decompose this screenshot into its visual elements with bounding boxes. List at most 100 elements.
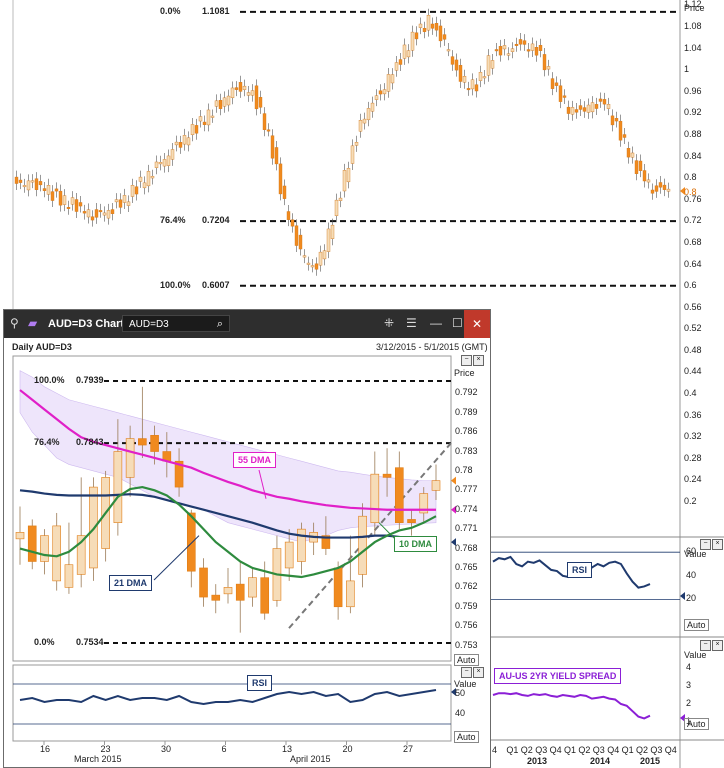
fg-y-tick-label: 0.774 xyxy=(455,503,478,514)
spread-remove-button[interactable]: × xyxy=(712,640,723,651)
rsi-auto-label[interactable]: Auto xyxy=(454,731,479,743)
rsi-plot-area xyxy=(12,664,452,742)
bg-candle-body xyxy=(438,25,443,42)
bg-candle-body xyxy=(554,82,559,86)
bg-candle-body xyxy=(210,115,215,118)
price-auto-label[interactable]: Auto xyxy=(454,654,479,666)
bg-x-tick-label: Q4 xyxy=(549,745,562,755)
bg-candle-body xyxy=(666,188,671,192)
bg-candle-body xyxy=(466,88,471,91)
spread-close-button[interactable]: − xyxy=(700,640,711,651)
menu-icon[interactable]: ☰ xyxy=(406,316,417,330)
bg-candle-body xyxy=(254,85,259,110)
bg-candle-body xyxy=(410,31,415,51)
bg-candle-body xyxy=(586,104,591,113)
bg-candle-body xyxy=(430,23,435,29)
bg-candle-body xyxy=(422,27,427,32)
aud-chart-window[interactable]: ⚲ ▰ AUD=D3 Chart AUD=D3 ⌕ ⁜ ☰ — ☐ ✕ Daily… xyxy=(3,309,491,768)
fg-y-tick-label: 0.762 xyxy=(455,581,478,592)
bg-candle-body xyxy=(46,185,51,195)
candle-body xyxy=(419,493,429,514)
candle-body xyxy=(346,580,355,608)
bg-candle-body xyxy=(562,95,567,98)
bg-candle-body xyxy=(26,180,31,191)
ticker-input[interactable]: AUD=D3 ⌕ xyxy=(122,315,230,332)
bg-candle-body xyxy=(290,219,295,227)
bg-rsi-remove-button[interactable]: × xyxy=(712,539,723,550)
bg-candle-body xyxy=(186,137,191,146)
bg-x-tick-label: Q3 xyxy=(535,745,548,755)
bg-candle-body xyxy=(518,39,523,45)
bg-x-tick-label: Q4 xyxy=(607,745,620,755)
fg-fib-value-label: 0.7843 xyxy=(76,437,104,448)
bg-candle-body xyxy=(66,207,71,209)
bg-candle-body xyxy=(582,107,587,112)
candle-body xyxy=(40,535,49,562)
price-panel-close-button[interactable]: − xyxy=(461,355,472,366)
link-icon[interactable]: ⚲ xyxy=(10,316,19,330)
bg-rsi-close-button[interactable]: − xyxy=(700,539,711,550)
bg-y-tick-label: 0.44 xyxy=(684,366,702,377)
bg-x-tick-label: Q1 xyxy=(621,745,634,755)
search-icon[interactable]: ⌕ xyxy=(216,318,223,330)
spread-value-label: Value xyxy=(684,650,707,660)
bg-candle-body xyxy=(50,191,55,201)
spread-marker xyxy=(680,714,685,722)
candle-body xyxy=(260,577,270,614)
bg-candle-body xyxy=(314,263,319,270)
bg-candle-body xyxy=(606,104,611,109)
bg-candle-body xyxy=(158,162,163,165)
bg-y-tick-label: 0.96 xyxy=(684,85,702,96)
bg-rsi-auto-label[interactable]: Auto xyxy=(684,619,709,631)
bg-candle-body xyxy=(246,92,251,96)
bg-rsi-tick-label: 40 xyxy=(686,569,697,580)
bg-candle-body xyxy=(338,197,343,201)
fg-y-tick-label: 0.771 xyxy=(455,523,478,534)
bg-candle-body xyxy=(94,209,99,218)
fg-y-tick-label: 0.756 xyxy=(455,620,478,631)
minimize-icon[interactable]: — xyxy=(430,316,442,330)
bg-y-tick-label: 0.48 xyxy=(684,344,702,355)
bg-candle-body xyxy=(142,182,147,189)
bg-candle-body xyxy=(590,102,595,113)
rsi-close-button[interactable]: − xyxy=(461,667,472,678)
crosshair-icon[interactable]: ⁜ xyxy=(384,316,395,330)
bg-y-tick-label: 0.4 xyxy=(684,388,697,399)
fg-x-tick-label: 30 xyxy=(161,744,172,754)
bg-candle-body xyxy=(346,168,351,183)
bg-candle-body xyxy=(474,84,479,92)
bg-rsi-label: RSI xyxy=(567,562,593,578)
ma-line-55-dma xyxy=(19,389,436,511)
bg-candle-body xyxy=(390,74,395,84)
price-axis-label: Price xyxy=(454,368,475,378)
window-title: AUD=D3 Chart xyxy=(48,318,125,330)
spread-tick-label: 2 xyxy=(686,698,692,708)
bg-candle-body xyxy=(310,265,315,268)
bg-candle-body xyxy=(418,23,423,28)
rsi-remove-button[interactable]: × xyxy=(473,667,484,678)
close-icon[interactable]: ✕ xyxy=(464,310,490,338)
maximize-icon[interactable]: ☐ xyxy=(452,316,463,330)
bg-candle-body xyxy=(122,195,127,203)
bg-y-tick-label: 0.84 xyxy=(684,150,702,161)
spread-auto-label[interactable]: Auto xyxy=(684,718,709,730)
price-last-marker xyxy=(451,476,456,485)
bg-candle-body xyxy=(174,141,179,146)
fg-fib-value-label: 0.7939 xyxy=(76,375,104,385)
bg-year-label: 2013 xyxy=(527,756,548,766)
bg-candle-body xyxy=(190,124,195,136)
bg-x-tick-label: Q3 xyxy=(650,745,663,755)
window-titlebar[interactable]: ⚲ ▰ AUD=D3 Chart AUD=D3 ⌕ ⁜ ☰ — ☐ ✕ xyxy=(4,310,490,338)
price-panel-remove-button[interactable]: × xyxy=(473,355,484,366)
bg-candle-body xyxy=(434,23,439,31)
bg-candle-body xyxy=(374,95,379,100)
bg-candle-body xyxy=(470,79,475,90)
bg-last-price-marker xyxy=(680,187,685,195)
bg-candle-body xyxy=(510,48,515,52)
bg-candle-body xyxy=(482,76,487,79)
candle-body xyxy=(27,525,37,562)
bg-candle-body xyxy=(230,87,235,99)
bg-candle-body xyxy=(70,197,75,205)
ma-line-10-dma xyxy=(19,485,437,579)
bg-candle-body xyxy=(622,134,627,138)
